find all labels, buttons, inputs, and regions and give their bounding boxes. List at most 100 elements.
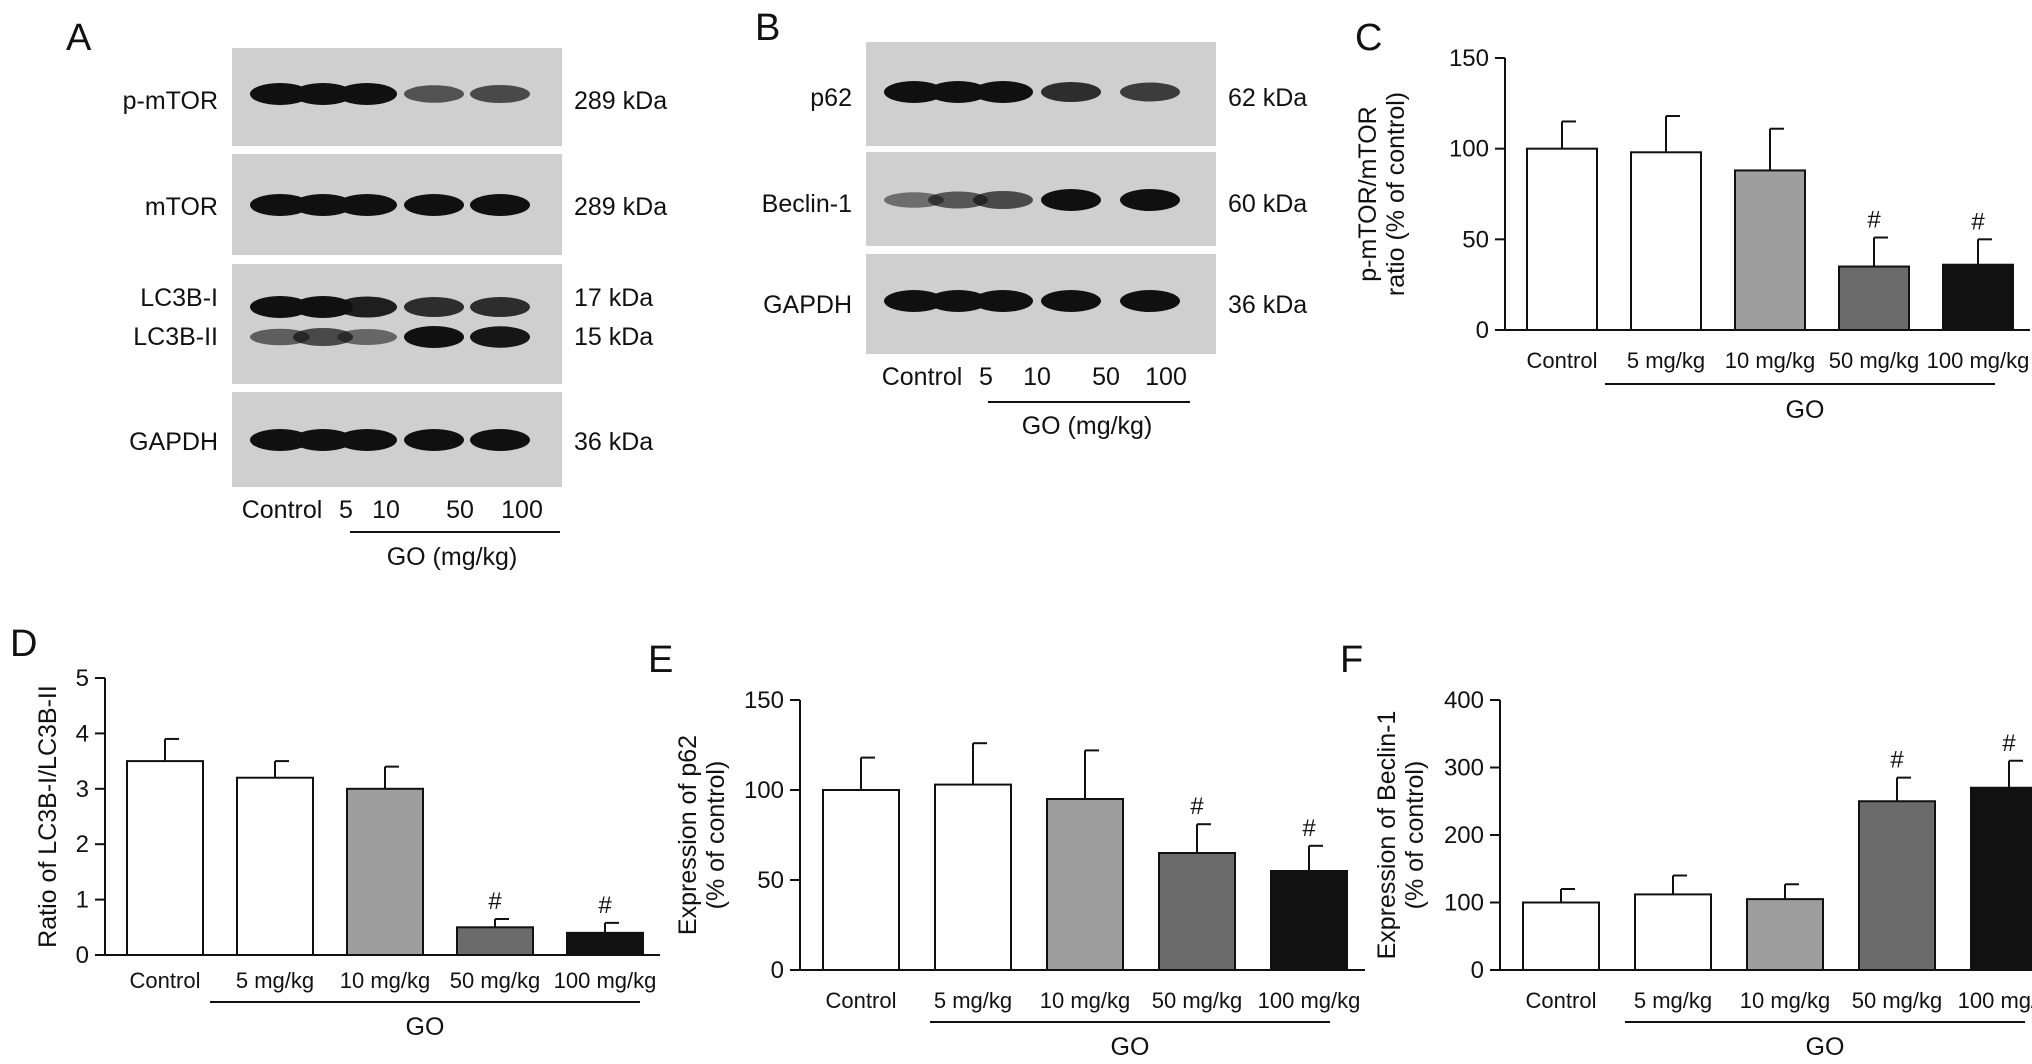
category-label: Control (1526, 988, 1597, 1013)
category-label: Control (130, 968, 201, 993)
bar (346, 787, 424, 956)
protein-band (1120, 290, 1180, 312)
protein-band (337, 329, 397, 345)
western-blot-panel-a: Ap-mTOR 289 kDa mTOR 289 kDa LC3B-I LC3B-II 17… (66, 17, 667, 571)
blot-label: GAPDH (763, 291, 852, 319)
lane-label: Control (882, 363, 963, 391)
protein-band (293, 83, 353, 105)
protein-band (293, 194, 353, 216)
bar (236, 776, 314, 956)
y-tick-label: 0 (76, 942, 89, 969)
category-label: 5 mg/kg (1627, 348, 1705, 373)
protein-band (250, 429, 310, 451)
y-axis-title: Expression of Beclin-1 (1373, 711, 1401, 960)
protein-band (1041, 290, 1101, 312)
blot-label: LC3B-II (133, 323, 218, 351)
protein-band (884, 290, 944, 312)
bar (1858, 800, 1936, 971)
protein-band (973, 191, 1033, 209)
protein-band (1120, 82, 1180, 102)
category-label: 5 mg/kg (1634, 988, 1712, 1013)
protein-band (884, 192, 944, 208)
category-label: 5 mg/kg (236, 968, 314, 993)
bar (1046, 798, 1124, 971)
molecular-weight-label: 17 kDa (574, 284, 653, 312)
protein-band (928, 290, 988, 312)
significance-marker: # (2002, 730, 2016, 757)
category-label: 5 mg/kg (934, 988, 1012, 1013)
significance-marker: # (1867, 207, 1881, 234)
category-label: 50 mg/kg (450, 968, 541, 993)
bar (126, 760, 204, 956)
y-tick-label: 50 (757, 867, 784, 894)
y-tick-label: 5 (76, 665, 89, 692)
molecular-weight-label: 62 kDa (1228, 84, 1307, 112)
significance-marker: # (1971, 208, 1985, 235)
protein-band (337, 194, 397, 216)
panel-letter-a: A (66, 17, 92, 59)
blot-label: GAPDH (129, 428, 218, 456)
protein-band (250, 194, 310, 216)
bar (456, 926, 534, 956)
bar (1942, 263, 2014, 331)
protein-band (404, 194, 464, 216)
bar (1734, 169, 1806, 331)
y-axis-title: ratio (% of control) (1382, 92, 1410, 296)
y-tick-label: 3 (76, 776, 89, 803)
bar (1158, 852, 1236, 971)
protein-band (404, 326, 464, 348)
protein-band (404, 85, 464, 103)
protein-band (293, 328, 353, 346)
category-label: 10 mg/kg (1725, 348, 1816, 373)
protein-band (470, 85, 530, 103)
bar (1746, 898, 1824, 971)
category-label: 50 mg/kg (1829, 348, 1920, 373)
protein-band (293, 429, 353, 451)
blot-label: p62 (810, 84, 852, 112)
y-tick-label: 100 (744, 777, 784, 804)
bar (822, 789, 900, 971)
bar-chart-panel-d: D 0 1 2 3 4 5 Ratio of LC3B-I/LC3B-II Control 5 m… (10, 623, 660, 1041)
lane-label: 5 (979, 363, 993, 391)
protein-band (250, 328, 310, 346)
y-axis-title: Expression of p62 (674, 735, 702, 935)
protein-band (1041, 82, 1101, 102)
category-label: 100 mg/kg (1258, 988, 1361, 1013)
protein-band (928, 191, 988, 209)
significance-marker: # (598, 892, 612, 919)
molecular-weight-label: 36 kDa (1228, 291, 1307, 319)
y-tick-label: 100 (1444, 890, 1484, 917)
panel-letter-e: E (648, 639, 673, 681)
protein-band (250, 83, 310, 105)
blot-strip (232, 264, 562, 384)
significance-marker: # (1302, 815, 1316, 842)
y-tick-label: 150 (1449, 45, 1489, 72)
significance-marker: # (1890, 747, 1904, 774)
bar (1634, 893, 1712, 972)
bar (1270, 870, 1348, 971)
protein-band (928, 81, 988, 103)
protein-band (470, 194, 530, 216)
panel-letter-b: B (755, 7, 780, 49)
category-label: Control (1527, 348, 1598, 373)
bar (1522, 901, 1600, 971)
protein-band (337, 296, 397, 318)
category-label: 100 mg/kg (1927, 348, 2030, 373)
protein-band (404, 297, 464, 317)
significance-marker: # (1190, 793, 1204, 820)
bar-chart-panel-c: C 0 50 100 150 p-mTOR/mTOR ratio (% of control… (1354, 17, 2030, 424)
bar (934, 783, 1012, 971)
protein-band (337, 429, 397, 451)
protein-band (404, 429, 464, 451)
y-tick-label: 100 (1449, 136, 1489, 163)
protein-band (973, 290, 1033, 312)
lane-label: 10 (1023, 363, 1051, 391)
category-label: 50 mg/kg (1852, 988, 1943, 1013)
y-axis-title: Ratio of LC3B-I/LC3B-II (34, 685, 62, 948)
lane-label: 50 (1092, 363, 1120, 391)
blot-label: Beclin-1 (762, 190, 852, 218)
group-label: GO (mg/kg) (1022, 412, 1153, 440)
category-label: 50 mg/kg (1152, 988, 1243, 1013)
